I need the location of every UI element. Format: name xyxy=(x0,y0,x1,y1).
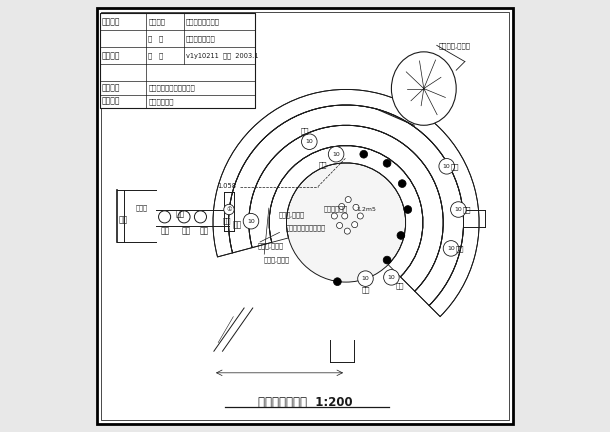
Text: 碎坪: 碎坪 xyxy=(456,245,464,252)
Text: 工程名称: 工程名称 xyxy=(148,18,165,25)
Text: 建设单位: 建设单位 xyxy=(101,97,120,106)
Text: 碎坪: 碎坪 xyxy=(463,206,472,213)
Text: 碎坪: 碎坪 xyxy=(361,286,370,293)
Circle shape xyxy=(178,211,190,223)
Text: 设计单位: 设计单位 xyxy=(101,83,120,92)
Circle shape xyxy=(334,151,342,159)
Text: ①: ① xyxy=(226,207,232,212)
Circle shape xyxy=(357,271,373,286)
Wedge shape xyxy=(213,89,479,317)
Circle shape xyxy=(243,213,259,229)
Circle shape xyxy=(439,159,454,174)
Text: 配电房,见详图: 配电房,见详图 xyxy=(264,256,290,263)
Text: 花坛: 花坛 xyxy=(160,227,170,235)
Text: 花坛: 花坛 xyxy=(199,227,209,235)
Text: 10: 10 xyxy=(447,246,455,251)
Text: 1.058: 1.058 xyxy=(217,183,236,189)
Text: 10: 10 xyxy=(454,207,462,212)
Text: 脚物柱,见详图: 脚物柱,见详图 xyxy=(278,212,304,219)
Circle shape xyxy=(287,163,406,282)
Text: 淄矿市新村门场地: 淄矿市新村门场地 xyxy=(185,18,220,25)
Text: 10: 10 xyxy=(387,275,395,280)
Text: 图标
网: 图标 网 xyxy=(289,164,364,268)
Text: 碎坪: 碎坪 xyxy=(301,127,309,134)
Circle shape xyxy=(384,270,399,285)
Text: 10: 10 xyxy=(332,152,340,157)
Circle shape xyxy=(339,203,345,210)
Circle shape xyxy=(342,213,348,219)
Text: 碎坪: 碎坪 xyxy=(396,283,404,289)
Text: 10: 10 xyxy=(443,164,451,169)
Circle shape xyxy=(195,211,207,223)
Circle shape xyxy=(357,213,364,219)
Text: 图   名: 图 名 xyxy=(148,35,163,42)
Bar xyxy=(100,13,256,108)
Text: 变更图纸: 变更图纸 xyxy=(101,17,120,26)
Text: 淄矿市园林处园林设计室: 淄矿市园林处园林设计室 xyxy=(148,85,195,91)
Text: 10: 10 xyxy=(247,219,255,224)
Text: v1y10211  日期  2003.1: v1y10211 日期 2003.1 xyxy=(185,52,258,59)
Text: 碎坪: 碎坪 xyxy=(223,218,231,225)
Text: 草坡: 草坡 xyxy=(118,216,127,225)
Text: 淄矿市园林处: 淄矿市园林处 xyxy=(148,98,174,105)
Text: 花坛: 花坛 xyxy=(182,227,191,235)
Circle shape xyxy=(344,228,350,234)
Circle shape xyxy=(404,206,412,213)
Text: 1.2m5: 1.2m5 xyxy=(356,207,376,212)
Circle shape xyxy=(159,211,171,223)
Text: 图   号: 图 号 xyxy=(148,52,163,59)
Wedge shape xyxy=(249,125,443,291)
Text: 彩地砖,见详图: 彩地砖,见详图 xyxy=(257,242,284,249)
Ellipse shape xyxy=(392,52,456,125)
Text: 景墙: 景墙 xyxy=(233,220,242,229)
Circle shape xyxy=(337,222,343,229)
Circle shape xyxy=(360,150,368,158)
Circle shape xyxy=(383,256,391,264)
Text: 飘结构等,见详图: 飘结构等,见详图 xyxy=(439,42,471,49)
Text: 中心小广场平面  1:200: 中心小广场平面 1:200 xyxy=(257,396,353,409)
Circle shape xyxy=(398,180,406,187)
Circle shape xyxy=(351,222,357,228)
Text: 中心导航锥标: 中心导航锥标 xyxy=(323,205,347,212)
Circle shape xyxy=(325,202,367,243)
Circle shape xyxy=(328,146,344,162)
Text: 变更内容: 变更内容 xyxy=(101,51,120,60)
Circle shape xyxy=(397,232,405,239)
Text: 碎坪: 碎坪 xyxy=(451,163,459,170)
Text: 中心小广场平面: 中心小广场平面 xyxy=(185,35,215,42)
Circle shape xyxy=(383,159,391,167)
Text: 10: 10 xyxy=(362,276,370,281)
Circle shape xyxy=(443,241,459,256)
Wedge shape xyxy=(229,105,464,305)
Circle shape xyxy=(309,186,382,259)
Circle shape xyxy=(334,278,341,286)
Text: 10: 10 xyxy=(306,139,313,144)
Circle shape xyxy=(345,197,351,203)
Circle shape xyxy=(359,273,367,281)
Text: 白色卵石铺贴点置摆柱: 白色卵石铺贴点置摆柱 xyxy=(285,225,326,232)
Circle shape xyxy=(451,202,466,217)
Wedge shape xyxy=(269,146,423,277)
Circle shape xyxy=(224,204,234,215)
Text: 碎坪: 碎坪 xyxy=(319,162,328,168)
Text: 上内廊: 上内廊 xyxy=(135,204,148,211)
Text: 廊步: 廊步 xyxy=(176,210,185,218)
Circle shape xyxy=(353,204,359,210)
Circle shape xyxy=(331,213,337,219)
Circle shape xyxy=(301,134,317,149)
